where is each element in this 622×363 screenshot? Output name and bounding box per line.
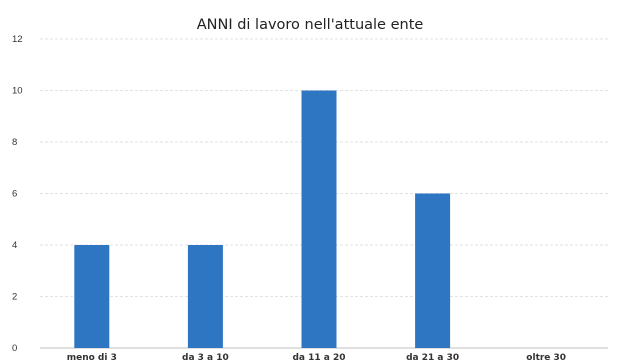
x-tick-label: da 11 a 20	[292, 353, 345, 363]
y-tick-label: 6	[12, 189, 17, 200]
y-axis-ticks: 0 2 4 6 8 10 12	[12, 34, 23, 354]
bar-4	[415, 193, 451, 348]
bar-2	[187, 245, 223, 348]
bar-1	[74, 245, 110, 348]
y-tick-label: 4	[12, 240, 17, 251]
x-axis-ticks: meno di 3 da 3 a 10 da 11 a 20 da 21 a 30 ol…	[67, 353, 566, 363]
y-tick-label: 12	[12, 34, 23, 45]
y-tick-label: 0	[12, 343, 17, 354]
y-tick-label: 8	[12, 137, 17, 148]
x-tick-label: oltre 30	[526, 353, 566, 363]
x-tick-label: da 3 a 10	[182, 353, 229, 363]
y-tick-label: 10	[12, 86, 23, 97]
bar-3	[301, 90, 337, 348]
y-tick-label: 2	[12, 292, 17, 303]
bars	[74, 90, 451, 348]
chart-title: ANNI di lavoro nell'attuale ente	[197, 17, 424, 33]
x-tick-label: da 21 a 30	[406, 353, 459, 363]
x-tick-label: meno di 3	[67, 353, 117, 363]
